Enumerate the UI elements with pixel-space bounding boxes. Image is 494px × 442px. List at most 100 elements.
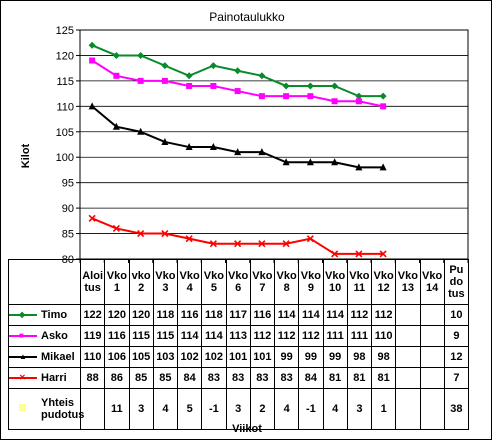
data-label: -1	[201, 388, 227, 430]
data-point	[379, 92, 387, 100]
data-point	[137, 77, 144, 84]
data-point	[210, 82, 217, 89]
data-label: 3	[128, 388, 154, 430]
data-point	[234, 67, 242, 75]
data-point	[331, 250, 339, 258]
data-label	[395, 388, 421, 430]
y-tick-label: 85	[62, 229, 74, 241]
data-label: 110	[79, 346, 106, 368]
data-label: 99	[273, 346, 300, 368]
data-label	[419, 388, 445, 430]
data-point	[379, 163, 387, 171]
data-point	[355, 250, 363, 258]
data-label: 103	[152, 346, 179, 368]
data-point	[186, 82, 193, 89]
data-point	[282, 82, 290, 90]
data-point	[282, 240, 290, 248]
legend-label: Yhteis pudotus	[41, 397, 85, 421]
data-label: 85	[128, 367, 154, 389]
legend-key	[9, 404, 37, 411]
y-tick-label: 115	[56, 76, 74, 88]
data-label: 10	[443, 304, 470, 326]
data-table: Aloi tus Vko 1 vko 2 Vko 3 Vko 4 Vko 5 Vko 6 Vko 7 Vko 8 V…	[8, 259, 470, 430]
data-label	[419, 346, 445, 368]
legend-entry: Yhteis pudotus	[8, 388, 85, 430]
data-label: 7	[443, 367, 470, 389]
table-row: ■ Asko 119 116 115 115 114 114 113 112 112 112 111 11…	[8, 325, 470, 347]
data-label: 81	[370, 367, 397, 389]
y-tick-label: 120	[56, 50, 74, 62]
data-label: 83	[225, 367, 251, 389]
data-label: 102	[201, 346, 227, 368]
data-point	[161, 229, 169, 238]
data-label: 115	[128, 325, 154, 347]
data-point	[112, 51, 120, 59]
x-tick-label: Vko 4	[176, 259, 203, 305]
data-label: 116	[104, 325, 130, 347]
x-tick-label: Vko 6	[225, 259, 251, 305]
data-label	[79, 388, 106, 430]
data-point	[234, 88, 241, 95]
data-label: -1	[298, 388, 324, 430]
x-tick-label: Vko 8	[273, 259, 300, 305]
data-point	[209, 143, 217, 151]
data-label: 5	[176, 388, 203, 430]
y-tick-label: 105	[56, 127, 74, 139]
header-corner	[8, 259, 81, 305]
x-tick-label: Vko 10	[322, 259, 348, 305]
data-label: 1	[370, 388, 397, 430]
legend-key: ▲	[9, 353, 37, 361]
x-tick-label: vko 2	[128, 259, 154, 305]
data-label: 116	[176, 304, 203, 326]
data-point	[137, 127, 145, 135]
y-tick-label: 95	[62, 178, 74, 190]
data-label: 98	[370, 346, 397, 368]
data-point	[307, 93, 314, 100]
data-label: 120	[104, 304, 130, 326]
plot-area	[79, 29, 469, 260]
data-label: 4	[322, 388, 348, 430]
data-point	[331, 98, 338, 105]
chart-title: Painotaulukko	[209, 10, 285, 24]
data-label: 4	[273, 388, 300, 430]
data-label: 85	[152, 367, 179, 389]
legend-label: Asko	[41, 330, 68, 342]
data-label: 84	[298, 367, 324, 389]
legend-label: Harri	[41, 372, 67, 384]
data-label: 114	[322, 304, 348, 326]
data-point	[306, 235, 314, 243]
data-point	[209, 240, 217, 248]
legend-entry: ✕ Harri	[8, 367, 81, 389]
data-point	[113, 72, 120, 79]
x-tick-label: Pu do tus	[443, 259, 470, 305]
data-point	[258, 93, 265, 100]
legend-entry: ■ Asko	[8, 325, 81, 347]
x-tick-label: Vko 3	[152, 259, 179, 305]
y-tick-label: 110	[56, 101, 74, 113]
x-tick-label: Vko 5	[201, 259, 227, 305]
data-point	[306, 82, 314, 90]
data-label: 111	[322, 325, 348, 347]
data-label: 117	[225, 304, 251, 326]
data-label: 118	[152, 304, 179, 326]
data-label: 81	[322, 367, 348, 389]
data-point	[380, 103, 387, 110]
data-point	[355, 92, 363, 100]
table-row: ◆ Timo 122 120 120 118 116 118 117 116 114 114 114 11…	[8, 304, 470, 326]
data-point	[209, 62, 217, 70]
legend-key: ■	[9, 332, 37, 340]
x-tick-label: Vko 13	[395, 259, 421, 305]
data-label	[419, 325, 445, 347]
data-point	[234, 148, 242, 156]
data-label: 38	[443, 388, 470, 430]
data-label: 101	[225, 346, 251, 368]
data-point	[112, 122, 120, 130]
data-point	[112, 224, 120, 233]
data-point	[258, 148, 266, 156]
table-row: ✕ Harri 88 86 85 85 84 83 83 83 83 84 81 81 81 7	[8, 367, 470, 389]
x-tick-label: Vko 1	[104, 259, 130, 305]
data-point	[306, 158, 314, 166]
data-label: 112	[273, 325, 300, 347]
